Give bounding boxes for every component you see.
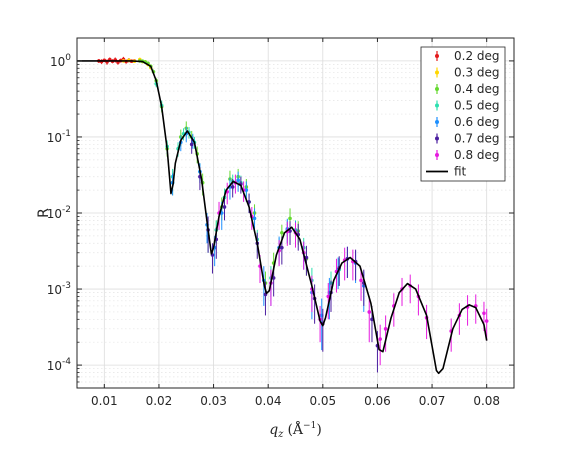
x-tick-label: 0.08 (473, 394, 500, 408)
legend-entry: 0.3 deg (435, 66, 500, 80)
y-tick-label: 10-3 (47, 281, 71, 297)
data-point (484, 319, 489, 323)
y-tick-label-base: 10 (47, 207, 62, 221)
fit-curve (77, 60, 488, 375)
legend-entry: 0.7 deg (435, 132, 500, 146)
x-tick-label: 0.05 (309, 394, 336, 408)
data-point (236, 178, 240, 182)
x-tick-label: 0.06 (364, 394, 391, 408)
legend-entry: 0.4 deg (435, 82, 500, 96)
data-point (280, 245, 284, 250)
legend-entry: 0.5 deg (435, 99, 500, 113)
legend-label: 0.6 deg (454, 115, 500, 129)
y-tick-label: 10-4 (47, 357, 72, 373)
legend-entry: fit (426, 165, 467, 179)
y-tick-label-base: 10 (47, 131, 62, 145)
legend-marker (435, 136, 439, 141)
legend-label: 0.2 deg (454, 49, 500, 63)
y-tick-label-exp: 0 (65, 53, 71, 63)
legend-marker (435, 70, 439, 75)
x-axis-label-units: (Å (287, 420, 303, 438)
data-point (383, 327, 388, 331)
legend-label: 0.5 deg (454, 99, 500, 113)
legend-box (420, 46, 506, 182)
y-tick-label-exp: -2 (62, 205, 71, 215)
x-axis-label-sub: z (277, 429, 284, 440)
axis-ticks: 0.01 0.02 0.03 0.04 0.05 0.06 0.07 0.0810010-11… (47, 37, 514, 408)
legend-entry: 0.2 deg (435, 49, 500, 63)
x-tick-label: 0.02 (146, 394, 173, 408)
data-point (288, 216, 292, 221)
y-tick-label: 10-1 (47, 129, 71, 145)
legend-marker (435, 87, 439, 91)
x-tick-label: 0.01 (91, 394, 118, 408)
legend-marker (435, 54, 439, 58)
data-point (482, 311, 486, 316)
x-tick-label: 0.07 (419, 394, 446, 408)
data-point (280, 230, 284, 235)
legend-marker (435, 153, 439, 157)
legend-label: 0.7 deg (454, 132, 500, 146)
x-axis-label-units-close: ) (316, 422, 321, 438)
fit-curve-layer (77, 60, 488, 375)
legend-label: 0.3 deg (454, 66, 500, 80)
y-tick-label-base: 10 (47, 283, 62, 297)
legend: 0.2 deg 0.3 deg 0.4 deg 0.5 deg 0.6 deg 0.7 d… (420, 46, 506, 182)
data-point (359, 278, 363, 283)
data-point (252, 216, 257, 221)
y-tick-label-base: 10 (50, 55, 65, 69)
y-tick-label-exp: -4 (62, 357, 71, 367)
data-point (222, 205, 227, 209)
data-point (230, 185, 235, 189)
legend-entry: 0.6 deg (435, 115, 500, 129)
x-tick-label: 0.04 (255, 394, 282, 408)
x-axis-label-units-exp: −1 (303, 421, 316, 431)
legend-marker (435, 103, 439, 108)
data-point (244, 188, 249, 192)
data-point (326, 294, 331, 299)
y-tick-label-exp: -1 (62, 129, 71, 139)
y-axis-label: R (36, 208, 52, 218)
legend-marker (435, 120, 439, 124)
legend-label: 0.8 deg (454, 148, 500, 162)
data-point (189, 142, 194, 147)
y-tick-label-base: 10 (47, 359, 62, 373)
x-axis-label-main: q (269, 422, 278, 438)
x-tick-label: 0.03 (200, 394, 227, 408)
legend-label: 0.4 deg (454, 82, 500, 96)
data-point (378, 337, 382, 341)
data-point (367, 310, 372, 314)
y-tick-label: 100 (50, 53, 71, 69)
y-tick-label: 10-2 (47, 205, 71, 221)
y-tick-label-exp: -3 (62, 281, 71, 291)
x-axis-label: qz (Å−1) (269, 420, 322, 440)
legend-entry: 0.8 deg (435, 148, 500, 162)
legend-label: fit (454, 165, 467, 179)
